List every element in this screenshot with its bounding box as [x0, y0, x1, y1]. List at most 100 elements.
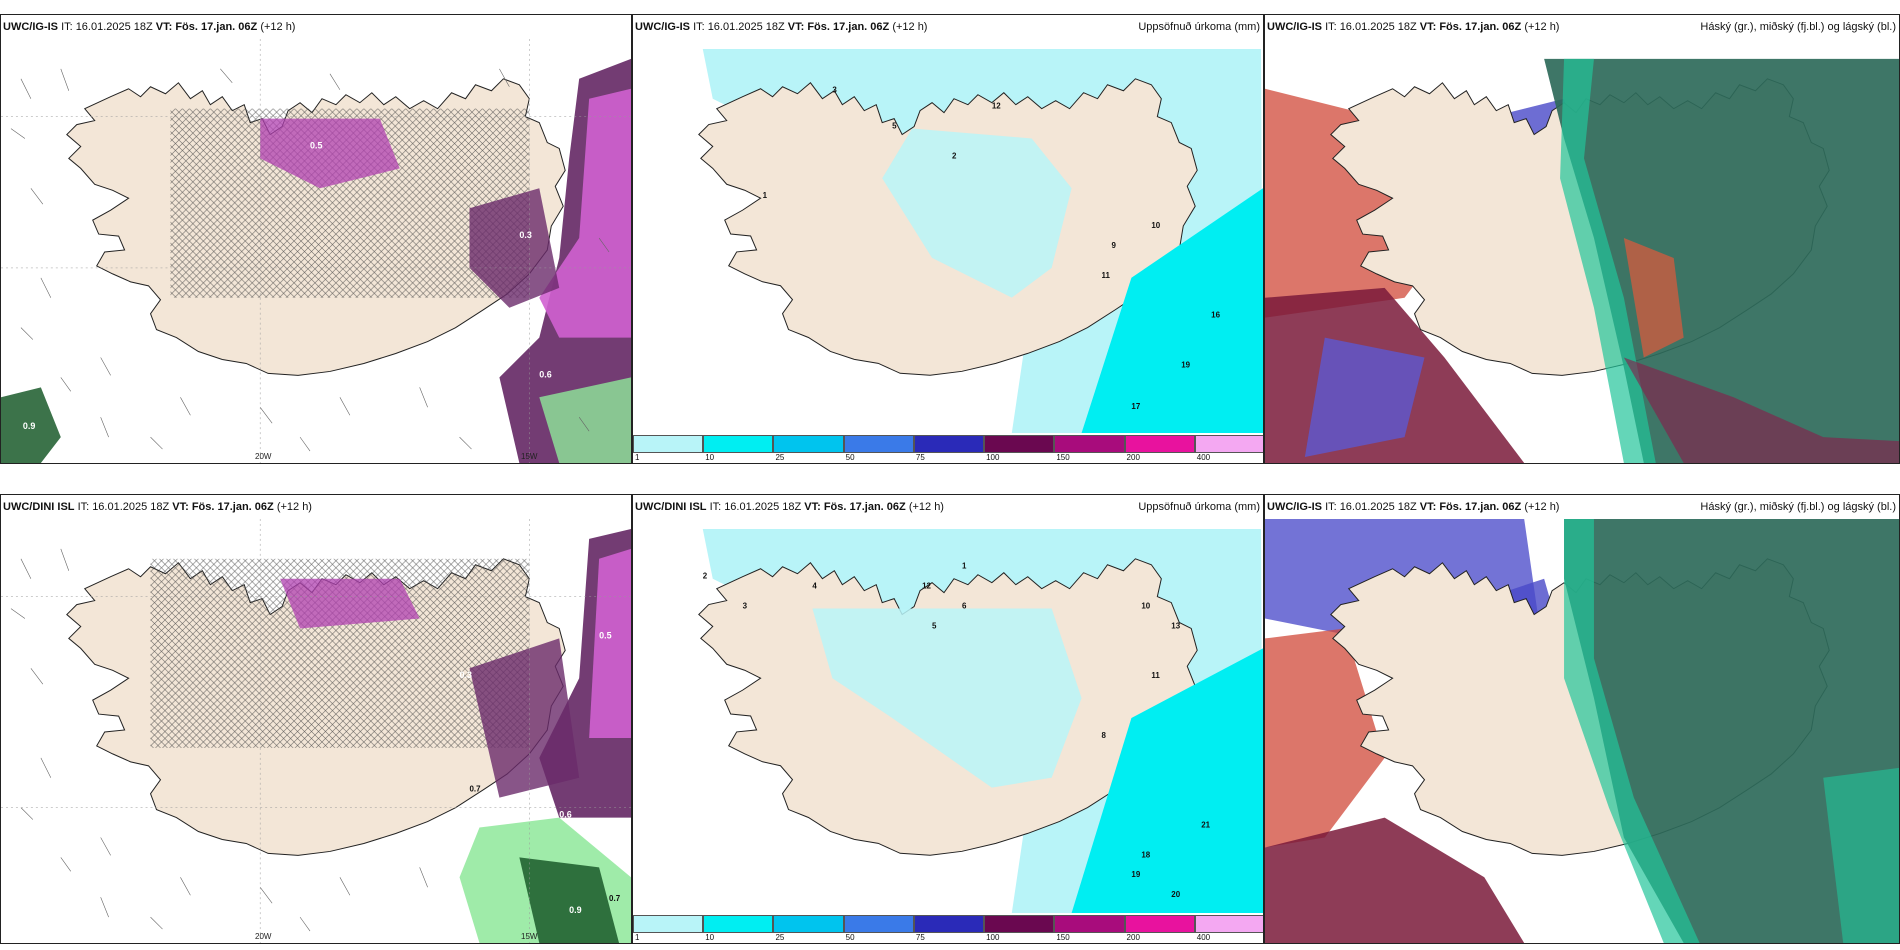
- cloud-map: [1265, 39, 1899, 463]
- lead-time: (+12 h): [1524, 21, 1560, 33]
- precip-label: 2: [952, 151, 957, 160]
- precip-label: 10: [1151, 221, 1160, 230]
- snow-label: 0.5: [599, 630, 611, 640]
- colorbar-swatch: [1194, 435, 1263, 453]
- map-panel-top-right: UWC/IG-IS IT: 16.01.2025 18Z VT: Fös. 17.j…: [1264, 14, 1900, 464]
- snow-label: 0.3: [519, 230, 531, 240]
- model-name: UWC/IG-IS: [1267, 21, 1322, 33]
- map-panel-bottom-left: UWC/DINI ISL IT: 16.01.2025 18Z VT: Fös. 1…: [0, 494, 632, 944]
- colorbar-swatch: [703, 915, 774, 933]
- snow-label: 0.6: [539, 369, 551, 379]
- colorbar-label: 1: [635, 453, 640, 462]
- lead-time: (+12 h): [260, 21, 296, 33]
- precip-label: 2: [703, 572, 708, 581]
- precip-label: 4: [812, 582, 817, 591]
- snow-label: 0.6: [559, 810, 571, 820]
- field-title: Háský (gr.), miðský (fj.bl.) og lágský (…: [1700, 21, 1896, 33]
- colorbar-swatch: [1124, 435, 1195, 453]
- vt-label: VT:: [787, 21, 805, 33]
- model-name: UWC/IG-IS: [635, 21, 690, 33]
- valid-time: Fös. 17.jan. 06Z: [1439, 501, 1522, 513]
- model-name: UWC/IG-IS: [1267, 501, 1322, 513]
- colorbar-swatch: [843, 915, 914, 933]
- map-panel-bottom-middle: UWC/DINI ISL IT: 16.01.2025 18Z VT: Fös. 1…: [632, 494, 1264, 944]
- precip-label: 16: [1211, 311, 1220, 320]
- vt-label: VT:: [172, 501, 189, 513]
- it-label: IT:: [77, 501, 90, 513]
- precip-colorbar: 1 10 25 50 75 100 150 200 400: [633, 913, 1263, 943]
- colorbar-label: 150: [1056, 933, 1070, 942]
- snow-label: 0.5: [310, 140, 322, 150]
- colorbar-label: 400: [1196, 453, 1211, 462]
- precip-label: 13: [1171, 621, 1180, 630]
- colorbar-swatch: [913, 435, 985, 453]
- panel-header: UWC/DINI ISL IT: 16.01.2025 18Z VT: Fös. 1…: [633, 495, 1263, 519]
- colorbar-swatch: [1124, 915, 1195, 933]
- field-title: Uppsöfnuð úrkoma (mm): [1138, 501, 1260, 513]
- colorbar-label: 200: [1126, 453, 1140, 462]
- colorbar-label: 1: [635, 933, 640, 942]
- colorbar-label: 75: [915, 933, 925, 942]
- snow-label: 0.7: [470, 785, 482, 794]
- precip-label: 8: [1102, 731, 1107, 740]
- colorbar-label: 10: [705, 453, 715, 462]
- precip-label: 17: [1131, 402, 1140, 411]
- lead-time: (+12 h): [892, 21, 928, 33]
- field-title: Háský (gr.), miðský (fj.bl.) og lágský (…: [1700, 501, 1896, 513]
- colorbar-swatch: [773, 915, 844, 933]
- model-name: UWC/IG-IS: [3, 21, 58, 33]
- lon-tick-15w: 15W: [521, 452, 538, 461]
- init-time: 16.01.2025 18Z: [1339, 21, 1417, 33]
- precip-label: 10: [1141, 602, 1150, 611]
- precip-label: 12: [992, 102, 1001, 111]
- vt-label: VT:: [804, 501, 821, 513]
- precip-label: 19: [1131, 870, 1140, 879]
- it-label: IT:: [693, 21, 705, 33]
- precipitation-map: 3 5 2 1 12 16 19 17 10 9 11: [633, 39, 1263, 433]
- vt-label: VT:: [1419, 21, 1437, 33]
- precip-label: 5: [892, 122, 897, 131]
- init-time: 16.01.2025 18Z: [724, 501, 802, 513]
- colorbar-label: 100: [986, 933, 1000, 942]
- precip-label: 20: [1171, 890, 1180, 899]
- colorbar-label: 25: [775, 453, 785, 462]
- colorbar-swatch: [633, 915, 704, 933]
- colorbar-label: 25: [775, 933, 785, 942]
- snow-wind-map: 0.5 0.3 0.7 0.6 0.9 0.7: [1, 519, 631, 943]
- colorbar-label: 75: [915, 453, 925, 462]
- precip-colorbar: 1 10 25 50 75 100 150 200 400: [633, 433, 1263, 463]
- precip-label: 18: [1141, 850, 1150, 859]
- lon-tick-20w: 20W: [255, 932, 272, 941]
- valid-time: Fös. 17.jan. 06Z: [191, 501, 274, 513]
- precip-label: 5: [932, 621, 937, 630]
- panel-header: UWC/DINI ISL IT: 16.01.2025 18Z VT: Fös. 1…: [1, 495, 631, 519]
- precip-label: 1: [962, 562, 967, 571]
- snow-label: 0.3: [460, 670, 472, 680]
- it-label: IT:: [1325, 501, 1337, 513]
- snow-label: 0.9: [23, 421, 35, 431]
- precip-label: 12: [922, 582, 931, 591]
- init-time: 16.01.2025 18Z: [75, 21, 153, 33]
- panel-header: UWC/IG-IS IT: 16.01.2025 18Z VT: Fös. 17.j…: [1265, 15, 1899, 39]
- valid-time: Fös. 17.jan. 06Z: [1439, 21, 1522, 33]
- precip-label: 19: [1181, 360, 1190, 369]
- precip-label: 1: [763, 191, 768, 200]
- colorbar-label: 100: [986, 453, 1000, 462]
- valid-time: Fös. 17.jan. 06Z: [175, 21, 258, 33]
- colorbar-swatch: [1194, 915, 1263, 933]
- lead-time: (+12 h): [1524, 501, 1560, 513]
- colorbar-swatch: [984, 915, 1055, 933]
- valid-time: Fös. 17.jan. 06Z: [823, 501, 906, 513]
- colorbar-label: 400: [1196, 933, 1211, 942]
- vt-label: VT:: [155, 21, 173, 33]
- init-time: 16.01.2025 18Z: [1339, 501, 1417, 513]
- colorbar-swatch: [703, 435, 774, 453]
- lead-time: (+12 h): [908, 501, 944, 513]
- precip-label: 3: [832, 86, 837, 95]
- colorbar-label: 200: [1126, 933, 1140, 942]
- lead-time: (+12 h): [276, 501, 312, 513]
- colorbar-swatch: [1054, 915, 1125, 933]
- snow-label: 0.7: [609, 894, 621, 903]
- panel-header: UWC/IG-IS IT: 16.01.2025 18Z VT: Fös. 17.j…: [1, 15, 631, 39]
- snow-label: 0.9: [569, 905, 581, 915]
